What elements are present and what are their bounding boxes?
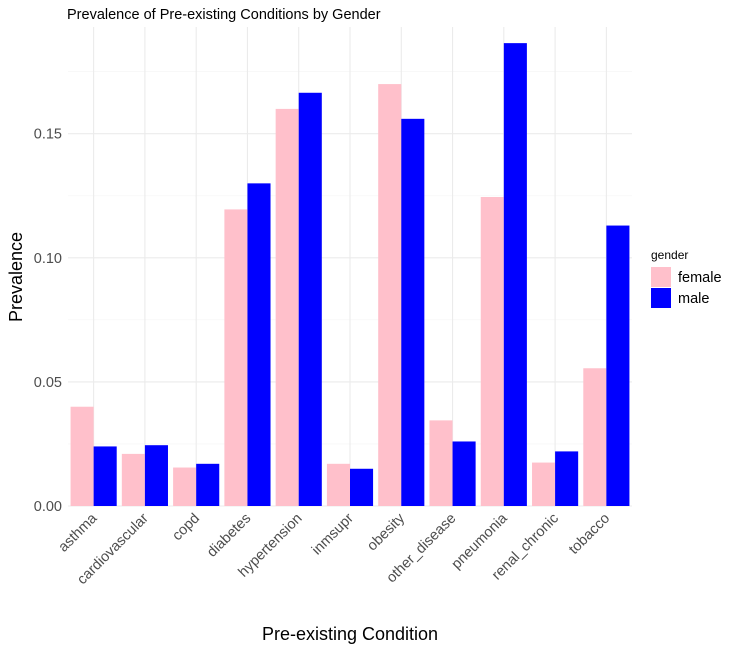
bars xyxy=(70,43,630,507)
bar-pneumonia-female xyxy=(480,197,504,507)
bar-cardiovascular-female xyxy=(121,453,145,506)
y-tick-label: 0.10 xyxy=(34,251,62,267)
bar-hypertension-male xyxy=(298,92,322,506)
legend-key-female xyxy=(651,267,671,287)
bar-other-disease-male xyxy=(452,441,476,506)
bar-copd-male xyxy=(196,463,220,506)
y-axis-ticks: 0.00 0.05 0.10 0.15 xyxy=(34,127,62,515)
bar-inmsupr-male xyxy=(350,468,374,506)
x-tick-label-inmsupr: inmsupr xyxy=(309,510,357,558)
y-axis-title: Prevalence xyxy=(6,232,26,322)
bar-asthma-male xyxy=(93,446,117,506)
bar-diabetes-male xyxy=(247,183,271,506)
bar-copd-female xyxy=(173,467,197,506)
y-tick-label: 0.00 xyxy=(34,499,62,515)
y-tick-label: 0.15 xyxy=(34,127,62,143)
grid xyxy=(68,27,632,507)
legend-key-male xyxy=(651,288,671,308)
bar-obesity-female xyxy=(378,84,402,507)
bar-other-disease-female xyxy=(429,420,453,506)
legend: gender female male xyxy=(651,248,722,308)
bar-inmsupr-female xyxy=(326,463,350,506)
x-tick-label-diabetes: diabetes xyxy=(204,511,254,561)
bar-hypertension-female xyxy=(275,108,299,507)
x-tick-label-tobacco: tobacco xyxy=(566,511,613,558)
x-tick-label-copd: copd xyxy=(169,511,203,545)
bar-renal-chronic-male xyxy=(555,451,579,506)
legend-label-male: male xyxy=(678,291,709,307)
y-tick-label: 0.05 xyxy=(34,375,62,391)
bar-asthma-female xyxy=(70,406,94,506)
legend-title: gender xyxy=(651,248,688,262)
bar-tobacco-male xyxy=(606,225,630,506)
bar-cardiovascular-male xyxy=(144,445,168,506)
x-tick-label-obesity: obesity xyxy=(364,510,408,554)
x-axis-title: Pre-existing Condition xyxy=(262,624,438,644)
bar-tobacco-female xyxy=(583,368,607,506)
legend-label-female: female xyxy=(678,270,722,286)
bar-diabetes-female xyxy=(224,209,248,506)
bar-obesity-male xyxy=(401,118,425,507)
chart-title: Prevalence of Pre-existing Conditions by… xyxy=(67,7,381,23)
bar-pneumonia-male xyxy=(503,43,527,506)
bar-renal-chronic-female xyxy=(532,462,556,506)
x-tick-label-asthma: asthma xyxy=(56,510,102,556)
